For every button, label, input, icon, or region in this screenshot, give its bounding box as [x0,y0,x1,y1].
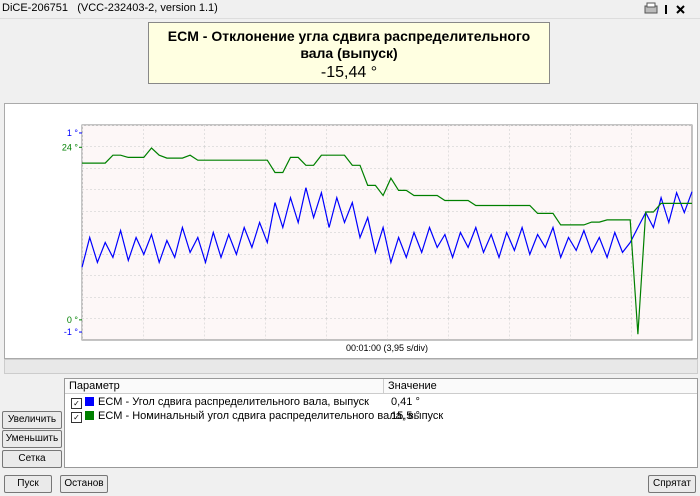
zoom-in-button[interactable]: Увеличить [2,411,62,429]
color-swatch [85,397,94,406]
param-name: ECM - Угол сдвига распределительного вал… [98,396,369,408]
header-title: ECM - Отклонение угла сдвига распределит… [167,28,531,61]
y-tick-label: 24 ° [62,142,79,152]
x-axis-label: 00:01:00 (3,95 s/div) [346,343,428,353]
header-value: -15,44 ° [320,64,378,81]
checkbox[interactable]: ✓ [71,398,82,409]
y-tick-label: -1 ° [64,327,79,337]
start-button[interactable]: Пуск [4,475,52,493]
color-swatch [85,411,94,420]
table-row[interactable]: ✓ ECM - Номинальный угол сдвига распредел… [65,409,695,423]
column-header: Параметр [65,379,384,394]
hide-button[interactable]: Спрятат [648,475,696,493]
chart: 00:01:00 (3,95 s/div) -1 ° 1 ° 0 ° 24 ° [62,124,693,353]
checkbox[interactable]: ✓ [71,412,82,423]
scrollbar[interactable] [4,359,698,374]
value-header: ECM - Отклонение угла сдвига распределит… [148,22,550,84]
grid [82,125,692,340]
zoom-out-button[interactable]: Уменьшить [2,430,62,448]
window-icons [644,2,685,14]
window-title: DiCE-206751 (VCC-232403-2, version 1.1) [2,2,218,14]
title-bar: DiCE-206751 (VCC-232403-2, version 1.1) [0,0,700,19]
param-value: 0,41 ° [391,396,420,408]
parameter-table: Параметр Значение ✓ ECM - Угол сдвига рас… [64,378,698,468]
stop-button[interactable]: Останов [60,475,108,493]
y-tick-label: 1 ° [67,128,79,138]
table-body: ✓ ECM - Угол сдвига распределительного ва… [65,395,695,423]
series-line [82,147,692,335]
series-line [81,187,693,268]
param-value: 15,5 ° [391,410,420,422]
y-tick-label: 0 ° [67,315,79,325]
table-row[interactable]: ✓ ECM - Угол сдвига распределительного ва… [65,395,695,409]
column-header: Значение [384,379,697,394]
grid-button[interactable]: Сетка [2,450,62,468]
param-name: ECM - Номинальный угол сдвига распредели… [98,410,444,422]
